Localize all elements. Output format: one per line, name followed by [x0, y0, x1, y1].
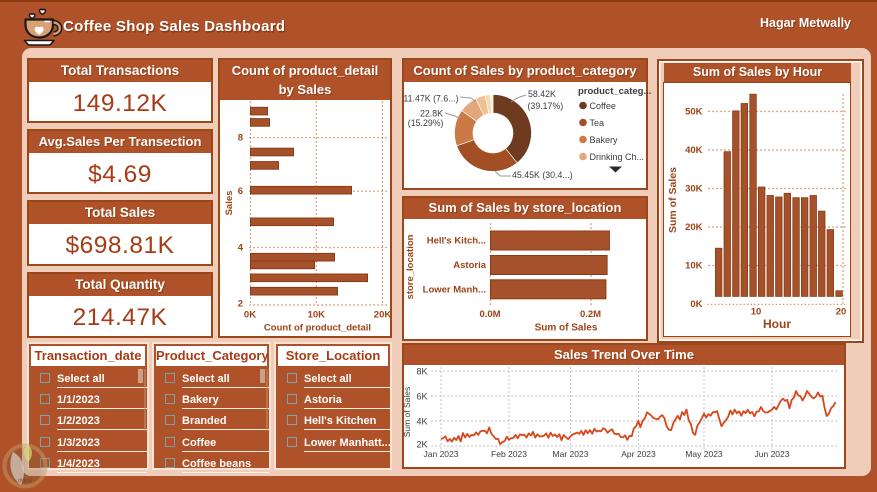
svg-text:4K: 4K	[416, 417, 427, 427]
svg-text:10: 10	[751, 307, 762, 318]
svg-text:Count of product_detail: Count of product_detail	[264, 323, 371, 334]
svg-text:45.45K (30.4...): 45.45K (30.4...)	[512, 170, 573, 180]
svg-text:(15.29%): (15.29%)	[408, 118, 444, 128]
svg-text:Bakery: Bakery	[590, 135, 619, 145]
svg-text:Mar 2023: Mar 2023	[553, 449, 589, 459]
svg-text:2K: 2K	[416, 440, 427, 450]
svg-text:20: 20	[836, 307, 847, 318]
svg-text:product_categ...: product_categ...	[578, 86, 651, 97]
svg-text:0K: 0K	[690, 299, 702, 310]
svg-text:8: 8	[238, 133, 243, 144]
svg-text:Hour: Hour	[763, 317, 791, 331]
svg-text:Drinking Ch...: Drinking Ch...	[590, 152, 645, 162]
svg-text:22.8K: 22.8K	[420, 109, 443, 119]
svg-text:0K: 0K	[244, 310, 256, 321]
svg-text:6: 6	[238, 186, 243, 197]
svg-text:10K: 10K	[308, 310, 326, 321]
svg-text:Tea: Tea	[590, 118, 605, 128]
svg-text:(39.17%): (39.17%)	[528, 101, 564, 111]
svg-text:Sales: Sales	[224, 191, 235, 216]
svg-text:0.2M: 0.2M	[580, 309, 601, 320]
svg-text:Jan 2023: Jan 2023	[424, 449, 459, 459]
svg-text:Sum of Sales: Sum of Sales	[535, 323, 598, 334]
svg-text:Astoria: Astoria	[453, 260, 486, 271]
svg-text:20K: 20K	[374, 310, 392, 321]
svg-text:Apr 2023: Apr 2023	[621, 449, 656, 459]
svg-text:10K: 10K	[685, 261, 703, 272]
svg-text:Hell's Kitch...: Hell's Kitch...	[427, 236, 486, 247]
svg-text:20K: 20K	[685, 222, 703, 233]
svg-text:8K: 8K	[416, 367, 427, 377]
svg-text:Jun 2023: Jun 2023	[755, 449, 790, 459]
svg-text:6K: 6K	[416, 392, 427, 402]
svg-text:Coffee: Coffee	[590, 101, 616, 111]
svg-text:digital: digital	[18, 478, 32, 484]
svg-text:58.42K: 58.42K	[528, 89, 556, 99]
svg-text:30K: 30K	[685, 184, 703, 195]
svg-text:Sum of Sales: Sum of Sales	[402, 387, 412, 438]
svg-text:store_location: store_location	[405, 234, 416, 299]
svg-text:2: 2	[238, 298, 243, 309]
svg-text:11.47K (7.6...): 11.47K (7.6...)	[403, 94, 458, 104]
svg-text:Feb 2023: Feb 2023	[491, 449, 527, 459]
svg-text:Lower Manh...: Lower Manh...	[423, 285, 486, 296]
svg-text:Sum of Sales: Sum of Sales	[667, 167, 679, 233]
svg-text:May 2023: May 2023	[685, 449, 723, 459]
svg-text:50K: 50K	[685, 107, 703, 118]
svg-text:0.0M: 0.0M	[479, 309, 500, 320]
svg-text:40K: 40K	[685, 145, 703, 156]
svg-text:4: 4	[238, 243, 244, 254]
